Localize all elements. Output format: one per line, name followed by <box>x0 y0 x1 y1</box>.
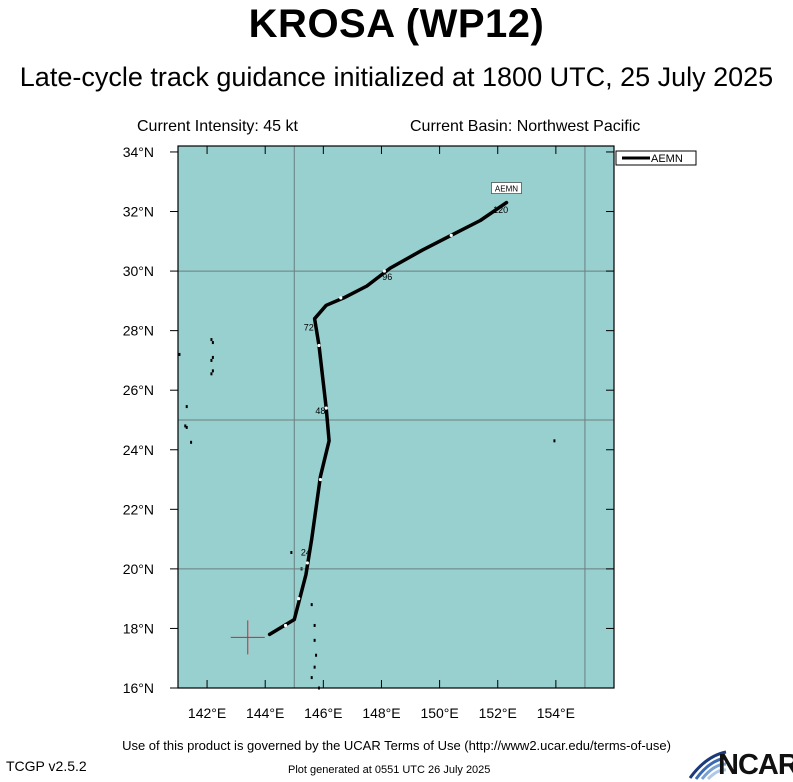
map-border <box>177 145 615 689</box>
island-17 <box>315 653 318 657</box>
island-9 <box>185 425 188 429</box>
track-tick-6 <box>339 296 343 300</box>
island-11 <box>553 439 556 443</box>
track-tick-4 <box>324 406 328 410</box>
island-2 <box>211 355 214 359</box>
legend: AEMN <box>615 150 697 166</box>
island-10 <box>190 440 193 444</box>
grid-lines <box>178 146 614 688</box>
version-label: TCGP v2.5.2 <box>6 758 87 774</box>
y-tick-label: 34°N <box>123 144 154 160</box>
ncar-swoosh-icon <box>688 750 727 780</box>
track-tick-8 <box>449 233 453 237</box>
island-18 <box>313 665 316 669</box>
island-7 <box>185 405 188 409</box>
y-tick-label: 28°N <box>123 323 154 339</box>
island-16 <box>313 638 316 642</box>
track-end-label-box <box>491 182 522 194</box>
generated-timestamp: Plot generated at 0551 UTC 26 July 2025 <box>288 764 491 776</box>
island-19 <box>310 676 313 680</box>
island-6 <box>178 352 181 356</box>
track-map-chart: 24 48 72 96 120 AEMN 142°E 144°E 146°E 148°E 150°… <box>123 144 697 721</box>
island-15 <box>313 623 316 627</box>
track-end-label: AEMN <box>495 185 518 194</box>
x-tick-label: 148°E <box>362 705 400 721</box>
x-tick-label: 146°E <box>304 705 342 721</box>
x-tick-label: 154°E <box>537 705 575 721</box>
track-tick-0 <box>283 623 288 628</box>
x-tick-label: 152°E <box>479 705 517 721</box>
current-basin-label: Current Basin: Northwest Pacific <box>410 118 641 135</box>
forecast-hour-label: 72 <box>304 323 314 333</box>
legend-box <box>615 150 697 166</box>
island-14 <box>310 603 313 607</box>
track-layer <box>230 200 509 655</box>
axes-layer: 142°E 144°E 146°E 148°E 150°E 152°E 154°E 16°N 1… <box>123 144 614 721</box>
track-line-aemn <box>267 200 509 637</box>
x-tick-label: 142°E <box>188 705 226 721</box>
y-tick-label: 20°N <box>123 561 154 577</box>
track-labels: 24 48 72 96 120 AEMN <box>301 182 522 558</box>
island-3 <box>210 358 213 362</box>
legend-label-aemn: AEMN <box>651 153 683 165</box>
forecast-hour-label: 48 <box>315 406 325 416</box>
page-title: KROSA (WP12) <box>248 2 545 46</box>
x-tick-label: 144°E <box>246 705 284 721</box>
track-tick-3 <box>318 477 323 482</box>
x-tick-label: 150°E <box>420 705 458 721</box>
island-5 <box>210 372 213 376</box>
y-tick-label: 26°N <box>123 382 154 398</box>
y-tick-label: 32°N <box>123 204 154 220</box>
track-tick-5 <box>317 343 321 348</box>
track-tick-2 <box>305 561 309 565</box>
island-1 <box>211 341 214 345</box>
y-tick-label: 16°N <box>123 680 154 696</box>
island-0 <box>210 338 213 342</box>
island-12 <box>290 551 293 554</box>
ncar-logo: NCAR <box>688 748 793 781</box>
map-frame <box>177 145 615 689</box>
track-tick-1 <box>297 597 301 601</box>
y-tick-label: 24°N <box>123 442 154 458</box>
ncar-logo-text: NCAR <box>718 749 793 781</box>
forecast-hour-label: 120 <box>493 205 508 215</box>
y-tick-label: 22°N <box>123 501 154 517</box>
island-4 <box>211 369 214 373</box>
island-8 <box>184 424 187 428</box>
map-ocean <box>178 146 614 688</box>
page-subtitle: Late-cycle track guidance initialized at… <box>19 62 774 92</box>
y-tick-label: 18°N <box>123 620 154 636</box>
track-tick-7 <box>382 269 386 273</box>
forecast-hour-label: 24 <box>301 548 311 558</box>
current-intensity-label: Current Intensity: 45 kt <box>137 118 298 135</box>
terms-of-use-notice: Use of this product is governed by the U… <box>122 738 671 753</box>
y-tick-label: 30°N <box>123 263 154 279</box>
forecast-hour-label: 96 <box>382 272 392 282</box>
